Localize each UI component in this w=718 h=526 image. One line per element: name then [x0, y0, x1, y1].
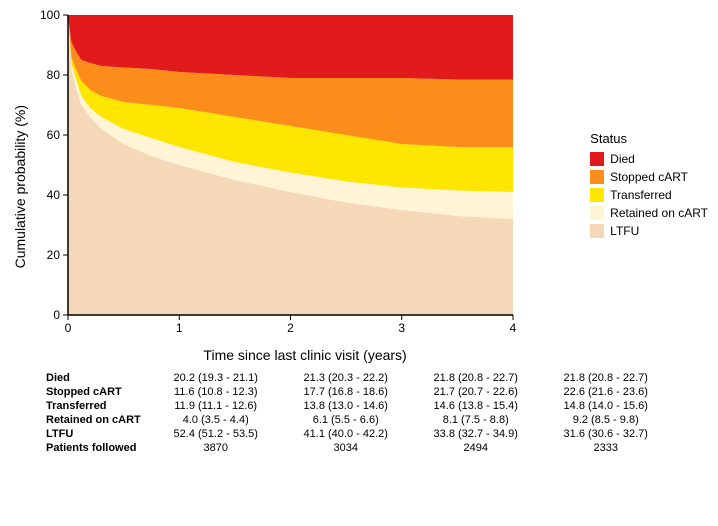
cell: 6.1 (5.5 - 6.6) — [281, 413, 411, 427]
cell: 14.8 (14.0 - 15.6) — [541, 399, 671, 413]
svg-text:40: 40 — [47, 188, 61, 202]
cell: 4.0 (3.5 - 4.4) — [151, 413, 281, 427]
svg-text:3: 3 — [398, 321, 405, 335]
legend-swatch — [590, 224, 604, 238]
cell: 21.7 (20.7 - 22.6) — [411, 385, 541, 399]
cell: 31.6 (30.6 - 32.7) — [541, 427, 671, 441]
legend-swatch — [590, 188, 604, 202]
cell: 17.7 (16.8 - 18.6) — [281, 385, 411, 399]
table-row: Patients followed3870303424942333 — [40, 441, 671, 455]
legend-label: LTFU — [610, 224, 639, 238]
cell: 11.6 (10.8 - 12.3) — [151, 385, 281, 399]
y-axis-label: Cumulative probability (%) — [10, 105, 28, 268]
table-row: Transferred11.9 (11.1 - 12.6)13.8 (13.0 … — [40, 399, 671, 413]
legend-item: Died — [590, 152, 708, 166]
cell: 13.8 (13.0 - 14.6) — [281, 399, 411, 413]
cell: 3870 — [151, 441, 281, 455]
table-row: Died20.2 (19.3 - 21.1)21.3 (20.3 - 22.2)… — [40, 371, 671, 385]
cell: 21.8 (20.8 - 22.7) — [541, 371, 671, 385]
row-label: Patients followed — [40, 441, 151, 455]
plot-column: 0 20 40 60 80 100 0 1 2 3 4 Time since last clinic… — [28, 10, 582, 363]
chart-container: Cumulative probability (%) 0204060801000… — [10, 10, 708, 363]
svg-text:1: 1 — [176, 321, 183, 335]
legend-label: Transferred — [610, 188, 672, 202]
legend-label: Retained on cART — [610, 206, 708, 220]
legend-title: Status — [590, 131, 708, 146]
table-row: LTFU52.4 (51.2 - 53.5)41.1 (40.0 - 42.2)… — [40, 427, 671, 441]
legend-label: Died — [610, 152, 635, 166]
svg-text:0: 0 — [53, 308, 60, 322]
cell: 2494 — [411, 441, 541, 455]
cell: 22.6 (21.6 - 23.6) — [541, 385, 671, 399]
row-label: Died — [40, 371, 151, 385]
legend-swatch — [590, 206, 604, 220]
cell: 52.4 (51.2 - 53.5) — [151, 427, 281, 441]
cell: 8.1 (7.5 - 8.8) — [411, 413, 541, 427]
cell: 9.2 (8.5 - 9.8) — [541, 413, 671, 427]
svg-text:80: 80 — [47, 68, 61, 82]
svg-text:4: 4 — [510, 321, 517, 335]
cell: 3034 — [281, 441, 411, 455]
legend-swatch — [590, 170, 604, 184]
cell: 11.9 (11.1 - 12.6) — [151, 399, 281, 413]
legend-item: Stopped cART — [590, 170, 708, 184]
svg-text:0: 0 — [65, 321, 72, 335]
legend-label: Stopped cART — [610, 170, 688, 184]
risk-table: Died20.2 (19.3 - 21.1)21.3 (20.3 - 22.2)… — [40, 371, 671, 455]
cell: 33.8 (32.7 - 34.9) — [411, 427, 541, 441]
svg-text:20: 20 — [47, 248, 61, 262]
svg-text:2: 2 — [287, 321, 294, 335]
row-label: Retained on cART — [40, 413, 151, 427]
legend-item: LTFU — [590, 224, 708, 238]
cell: 21.8 (20.8 - 22.7) — [411, 371, 541, 385]
cell: 14.6 (13.8 - 15.4) — [411, 399, 541, 413]
legend-item: Transferred — [590, 188, 708, 202]
legend-item: Retained on cART — [590, 206, 708, 220]
stacked-area-plot: 0 20 40 60 80 100 0 1 2 3 4 — [28, 10, 518, 340]
cell: 21.3 (20.3 - 22.2) — [281, 371, 411, 385]
row-label: Transferred — [40, 399, 151, 413]
svg-text:60: 60 — [47, 128, 61, 142]
legend-swatch — [590, 152, 604, 166]
row-label: LTFU — [40, 427, 151, 441]
x-axis-label: Time since last clinic visit (years) — [28, 347, 582, 363]
table-row: Retained on cART4.0 (3.5 - 4.4)6.1 (5.5 … — [40, 413, 671, 427]
row-label: Stopped cART — [40, 385, 151, 399]
table-row: Stopped cART11.6 (10.8 - 12.3)17.7 (16.8… — [40, 385, 671, 399]
cell: 2333 — [541, 441, 671, 455]
cell: 41.1 (40.0 - 42.2) — [281, 427, 411, 441]
legend: Status Died Stopped cART Transferred Retain… — [582, 131, 708, 242]
cell: 20.2 (19.3 - 21.1) — [151, 371, 281, 385]
svg-text:100: 100 — [40, 10, 60, 22]
